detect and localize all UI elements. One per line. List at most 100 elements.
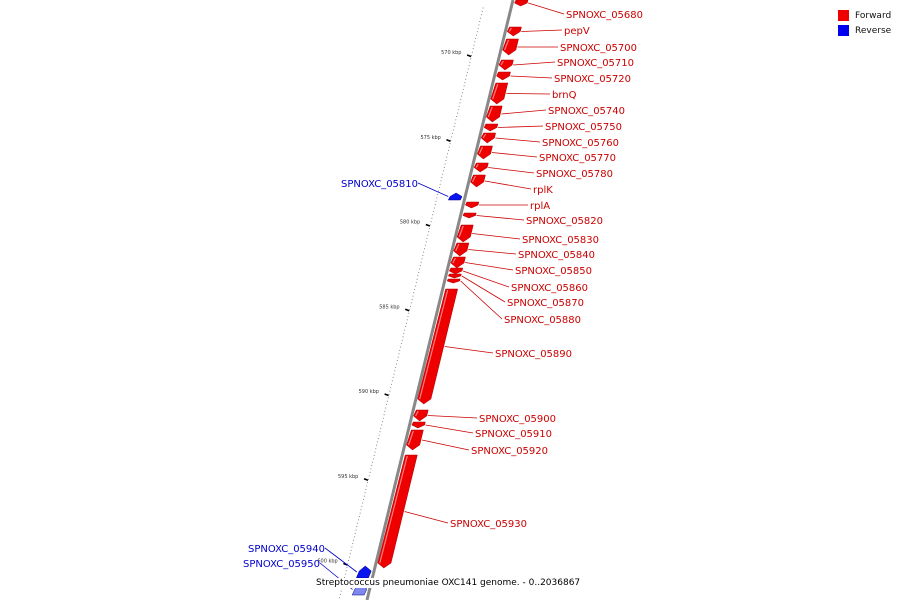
gene-features: [351, 0, 529, 596]
gene-label: SPNOXC_05920: [471, 446, 548, 457]
minor-tick: [348, 560, 350, 562]
gene-highlight: [500, 60, 504, 66]
gene-label: rplA: [530, 201, 550, 212]
minor-tick: [362, 502, 364, 504]
gene-labels: SPNOXC_05680 pepV SPNOXC_05700 SPNOXC_05710…: [243, 10, 643, 570]
minor-tick: [362, 499, 364, 501]
minor-tick: [372, 461, 374, 463]
minor-tick: [455, 119, 457, 121]
gene-label: SPNOXC_05700: [560, 43, 637, 54]
minor-tick: [464, 82, 466, 84]
minor-tick: [398, 353, 400, 355]
minor-tick: [375, 448, 377, 450]
tick-marks: 570 kbp 575 kbp 580 kbp 585 kbp 590 kbp 595 k…: [317, 7, 484, 599]
minor-tick: [466, 71, 468, 73]
label-leader: [444, 346, 494, 354]
minor-tick: [461, 95, 463, 97]
minor-tick: [392, 377, 394, 379]
minor-tick: [467, 68, 469, 70]
minor-tick: [429, 224, 431, 226]
minor-tick: [444, 163, 446, 165]
label-leader: [461, 275, 506, 303]
gene-label: SPNOXC_05850: [515, 266, 592, 277]
gene-label: SPNOXC_05890: [495, 349, 572, 360]
gene-label: SPNOXC_05860: [511, 283, 588, 294]
minor-tick: [365, 488, 367, 490]
minor-tick: [368, 475, 370, 477]
minor-tick: [371, 465, 373, 467]
minor-tick: [427, 234, 429, 236]
minor-tick: [353, 539, 355, 541]
label-leader: [465, 262, 514, 271]
tick-mark: [384, 393, 389, 397]
minor-tick: [403, 332, 405, 334]
gene-label: SPNOXC_05870: [507, 298, 584, 309]
gene-label: SPNOXC_05760: [542, 138, 619, 149]
minor-tick: [339, 597, 341, 599]
gene-highlight: [482, 133, 487, 139]
tick-label: 595 kbp: [338, 474, 358, 480]
minor-tick: [438, 187, 440, 189]
gene-label: rplK: [533, 185, 553, 196]
minor-tick: [367, 482, 369, 484]
minor-tick: [376, 444, 378, 446]
minor-tick: [449, 143, 451, 145]
tick-mark: [363, 478, 369, 481]
minor-tick: [435, 200, 437, 202]
minor-tick: [459, 102, 461, 104]
gene-arrow: [406, 429, 424, 451]
label-leader: [417, 182, 449, 197]
gene-arrow: [483, 123, 499, 132]
minor-tick: [453, 126, 455, 128]
label-leader: [488, 167, 535, 174]
gene-highlight: [487, 106, 493, 118]
label-leader: [421, 439, 470, 451]
minor-tick: [419, 265, 421, 267]
minor-tick: [422, 254, 424, 256]
minor-tick: [432, 214, 434, 216]
minor-tick: [475, 38, 477, 40]
minor-tick: [481, 10, 483, 12]
minor-tick: [414, 288, 416, 290]
label-leader: [501, 109, 547, 115]
minor-tick: [379, 431, 381, 433]
minor-tick: [351, 546, 353, 548]
gene-label: SPNOXC_05950: [243, 559, 320, 570]
reverse-swatch: [838, 25, 849, 36]
minor-tick: [428, 231, 430, 233]
gene-arrow: [502, 38, 519, 56]
minor-tick: [454, 122, 456, 124]
tick-mark: [446, 139, 451, 142]
minor-tick: [382, 417, 384, 419]
minor-tick: [402, 336, 404, 338]
tick-mark: [425, 223, 431, 227]
minor-tick: [372, 458, 374, 460]
label-leader: [427, 415, 478, 419]
minor-tick: [445, 160, 447, 162]
tick-mark: [466, 54, 472, 58]
genome-caption: Streptococcus pneumoniae OXC141 genome. …: [315, 578, 582, 588]
gene-highlight: [471, 175, 476, 183]
gene-arrow: [377, 454, 418, 569]
minor-tick: [456, 112, 458, 114]
minor-tick: [441, 177, 443, 178]
gene-label: SPNOXC_05720: [554, 74, 631, 85]
tick-mark: [404, 308, 410, 312]
gene-highlight: [458, 225, 464, 238]
minor-tick: [348, 556, 350, 558]
gene-arrow: [514, 0, 529, 7]
minor-tick: [347, 563, 349, 565]
minor-tick: [465, 78, 467, 80]
gene-highlight: [379, 455, 408, 564]
minor-tick: [471, 54, 473, 56]
label-leader: [510, 75, 553, 79]
minor-tick: [385, 407, 387, 409]
gene-label: SPNOXC_05830: [522, 235, 599, 246]
minor-tick: [345, 570, 347, 572]
minor-tick: [393, 373, 395, 375]
minor-tick: [417, 275, 419, 277]
gene-arrow: [417, 288, 458, 405]
minor-tick: [344, 573, 346, 575]
legend: Forward Reverse: [838, 8, 891, 38]
